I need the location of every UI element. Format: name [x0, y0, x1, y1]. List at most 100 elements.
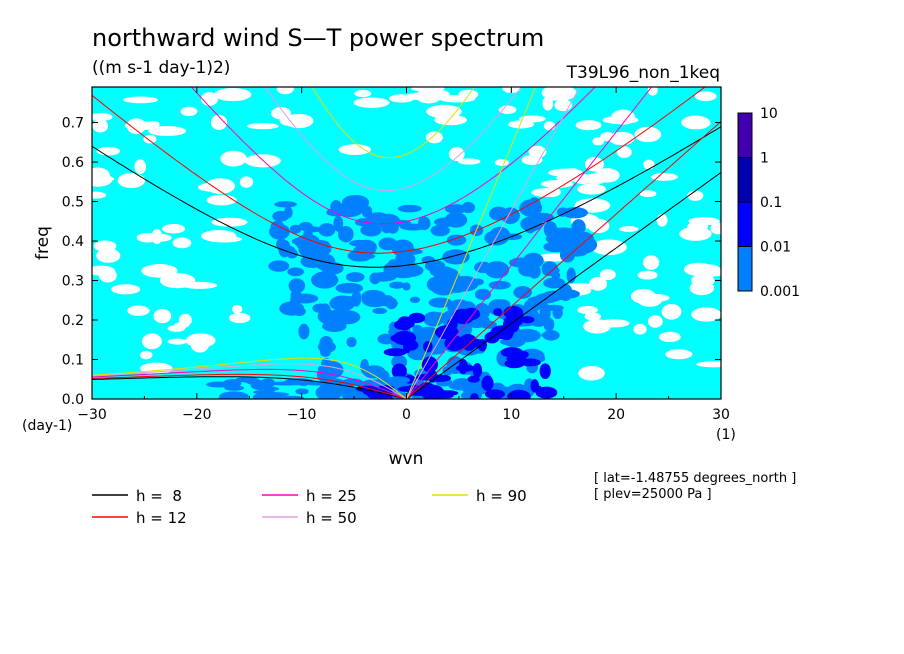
contour-blob [448, 147, 465, 162]
contour-blob [463, 338, 485, 348]
contour-blob [172, 237, 192, 249]
contour-blob [405, 92, 431, 100]
colorbar-segment [737, 246, 753, 292]
contour-blob [162, 223, 186, 234]
dispersion-curve [190, 87, 596, 225]
contour-blob [284, 113, 314, 129]
contour-blob [643, 159, 655, 170]
contour-blob [519, 115, 546, 123]
contour-blob [519, 199, 543, 217]
contour-blob [92, 175, 115, 183]
contour-blob [143, 134, 157, 144]
contour-blob [428, 297, 453, 308]
dispersion-curve [92, 357, 402, 396]
contour-blob [210, 114, 228, 130]
contour-blob [619, 225, 639, 232]
contour-blob [329, 295, 356, 312]
contour-blob [681, 115, 710, 130]
contour-blob [426, 276, 445, 292]
contour-blob [231, 304, 243, 314]
contour-blob [180, 106, 198, 117]
contour-blob [338, 226, 354, 243]
plot-area [92, 87, 721, 399]
contour-blob [427, 391, 446, 399]
contour-blob [167, 338, 188, 345]
contour-blob [354, 89, 372, 98]
contour-blob [220, 150, 247, 167]
colorbar-segment [737, 157, 753, 203]
contour-blob [540, 179, 574, 188]
contour-blob [661, 303, 682, 320]
contour-blob [634, 126, 662, 143]
contour-blob [588, 218, 610, 234]
contour-blob [539, 302, 551, 321]
contour-blob [543, 121, 556, 131]
contour-blob [205, 381, 233, 388]
y-tick-label: 0.6 [62, 155, 84, 171]
contour-blob [206, 194, 237, 206]
colorbar-segment [737, 201, 753, 247]
contour-blob [397, 204, 422, 213]
contour-blob [211, 217, 248, 227]
contour-blob [543, 221, 558, 238]
contour-blob [228, 312, 251, 324]
contour-blob [493, 308, 503, 317]
contour-blob [429, 374, 451, 382]
contour-blob [696, 361, 721, 368]
dispersion-curve [92, 126, 721, 268]
contour-blob [178, 313, 192, 327]
contour-blob [319, 335, 334, 351]
contour-blob [289, 224, 302, 234]
y-axis-label: freq [33, 226, 53, 260]
contour-blob [377, 333, 396, 345]
contour-blob [409, 296, 421, 304]
legend-label: h = 8 [136, 487, 182, 505]
contour-blob [346, 336, 357, 348]
contour-blob [369, 272, 381, 285]
contour-blob [391, 363, 407, 379]
colorbar-label: 1 [760, 151, 769, 167]
contour-fill [92, 87, 721, 399]
legend-label: h = 25 [306, 487, 357, 505]
lat-annotation: [ lat=-1.48755 degrees_north ] [594, 471, 796, 486]
contour-blob [643, 255, 660, 270]
contour-blob [458, 89, 479, 100]
contour-blob [484, 389, 506, 399]
contour-blob [513, 286, 532, 299]
contour-blob [573, 174, 594, 185]
contour-blob [507, 389, 531, 399]
x-axis-label: wvn [389, 449, 424, 469]
contour-blob [650, 172, 678, 181]
dispersion-curve [92, 363, 402, 397]
contour-blob [520, 316, 535, 324]
contour-blob [558, 283, 573, 302]
contour-blob [320, 261, 344, 275]
contour-blob [446, 234, 467, 246]
x-axis: −30 −20 −10 0 10 20 30 [77, 87, 730, 423]
x-unit-label: (1) [716, 427, 736, 443]
contour-blob [415, 326, 441, 342]
contour-blob [472, 363, 483, 378]
contour-blob [630, 288, 656, 304]
contour-blob [127, 305, 150, 316]
contour-blob [571, 219, 586, 235]
contour-blob [239, 176, 254, 188]
contour-blob [494, 159, 510, 166]
contour-blob [190, 337, 210, 353]
contour-blob [205, 178, 236, 194]
contour-blob [697, 264, 721, 276]
contour-blob [665, 349, 693, 360]
contour-blob [347, 250, 373, 262]
contour-blob [381, 386, 391, 393]
contour-blob [564, 283, 595, 292]
contour-blob [298, 323, 310, 340]
contour-blob [639, 190, 657, 198]
dispersion-curve [92, 368, 402, 398]
contour-blob [583, 319, 611, 334]
contour-blob [535, 386, 558, 399]
contour-blob [338, 144, 372, 155]
dispersion-curve [264, 87, 522, 192]
contour-blob [659, 331, 681, 343]
contour-blob [430, 224, 450, 237]
colorbar-segment [737, 112, 753, 158]
